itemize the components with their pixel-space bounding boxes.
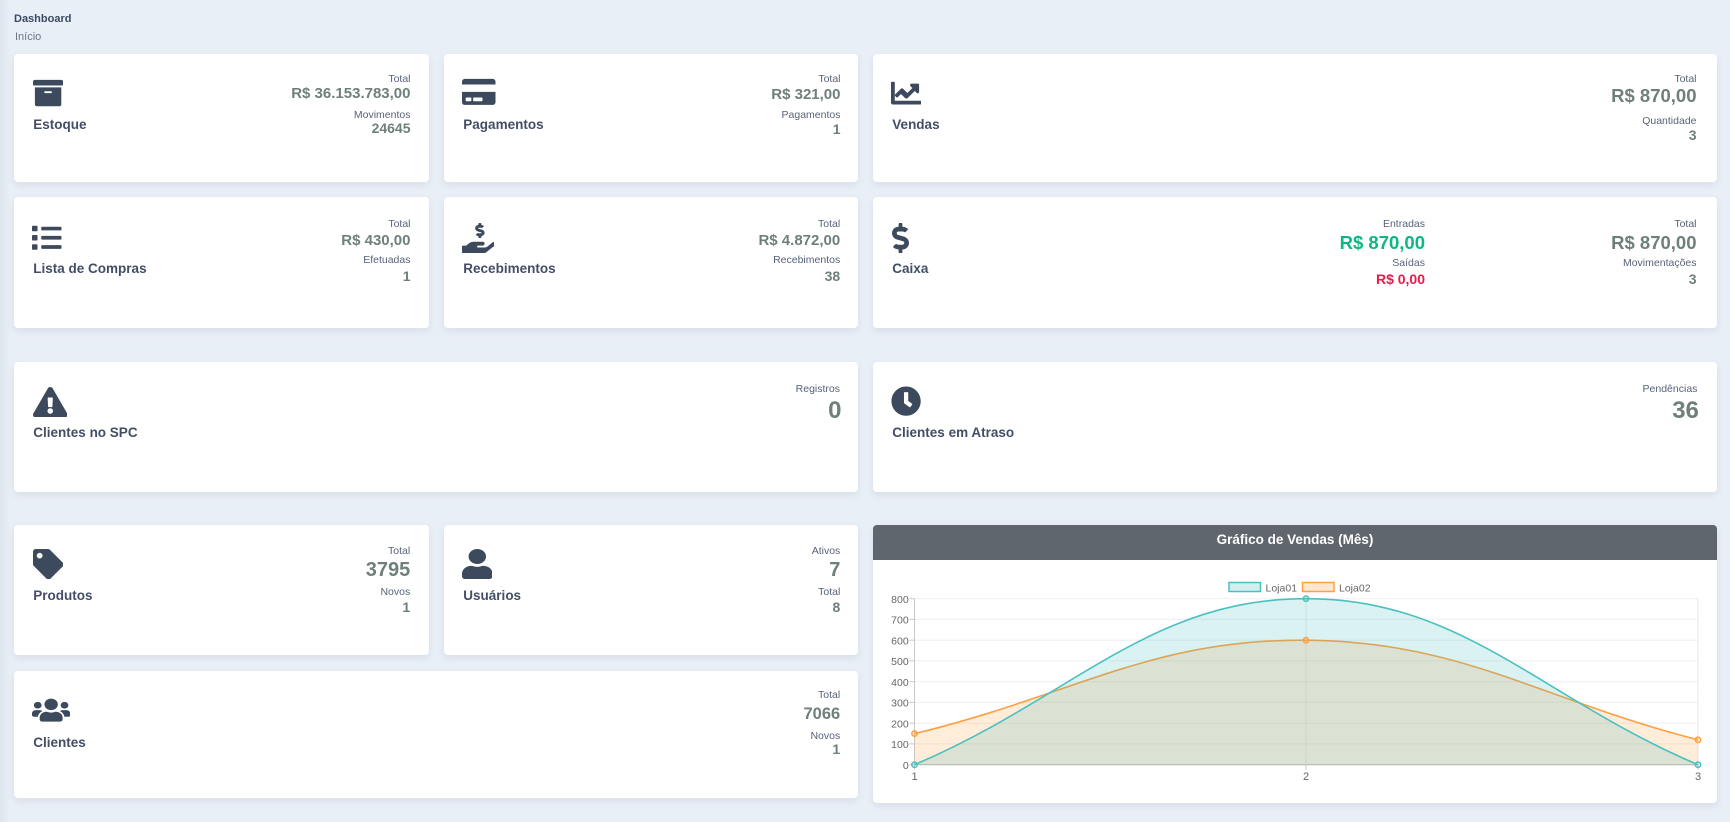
svg-text:3: 3 (1695, 771, 1701, 783)
svg-text:Loja01: Loja01 (1266, 582, 1298, 594)
svg-text:Loja02: Loja02 (1339, 582, 1371, 594)
svg-text:200: 200 (891, 718, 909, 730)
svg-text:300: 300 (891, 698, 909, 710)
svg-text:700: 700 (891, 615, 909, 627)
svg-text:1: 1 (911, 771, 917, 783)
svg-text:600: 600 (891, 635, 909, 647)
svg-text:0: 0 (903, 760, 909, 772)
svg-text:2: 2 (1303, 771, 1309, 783)
svg-text:800: 800 (891, 594, 909, 606)
svg-text:100: 100 (891, 739, 909, 751)
svg-text:400: 400 (891, 677, 909, 689)
svg-text:500: 500 (891, 656, 909, 668)
